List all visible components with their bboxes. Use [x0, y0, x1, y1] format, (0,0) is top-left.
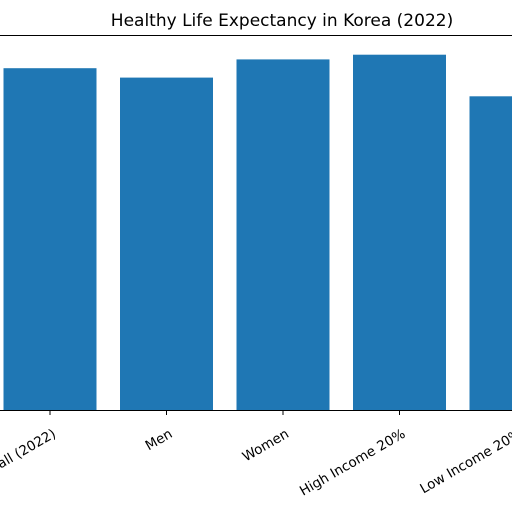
bar-1 [120, 77, 213, 410]
chart-title: Healthy Life Expectancy in Korea (2022) [111, 11, 453, 31]
x-tick-label-4: Low Income 20% [417, 426, 512, 497]
x-tick-label-1: Men [143, 426, 176, 454]
x-tick-group: Overall (2022) Men Women High Income 20% Low… [0, 410, 512, 500]
bar-2 [236, 59, 330, 411]
x-tick-label-3: High Income 20% [297, 426, 408, 500]
bar-3 [353, 54, 446, 410]
x-tick-label-2: Women [240, 426, 292, 465]
bar-4 [469, 96, 512, 411]
bar-0 [3, 68, 97, 410]
x-tick-label-0: Overall (2022) [0, 426, 59, 489]
bars-group [3, 54, 512, 411]
